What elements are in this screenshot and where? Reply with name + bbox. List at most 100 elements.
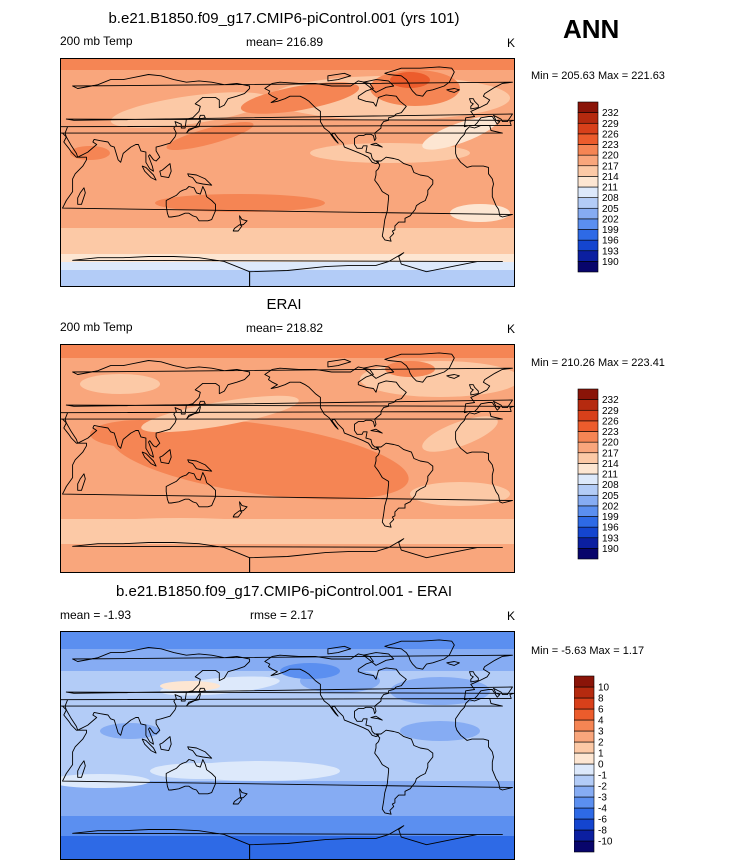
coastline [72,538,503,573]
colorbar-tick-label: -2 [598,782,607,793]
colorbar-tick-label: 220 [602,151,619,162]
colorbar-tick-label: 1 [598,749,604,760]
panel-3-minmax: Min = -5.63 Max = 1.17 [531,645,645,657]
field-region [60,262,515,272]
colorbar-tick-label: 8 [598,694,604,705]
coastline [232,224,243,232]
colorbar-tick-label: 2 [598,738,604,749]
coastline [232,510,243,518]
coastline [141,165,157,181]
coastline [469,671,479,683]
field-region [400,721,480,741]
colorbar-bin [577,441,599,454]
field-region [60,836,515,860]
coastline [264,80,407,165]
panel-2-mean-label: mean= 218.82 [246,321,324,335]
colorbar-bin [577,537,599,549]
field-region [100,518,260,530]
field-region [150,763,250,779]
coastline [60,410,513,504]
panel-3-mean-label: mean = -1.93 [60,608,132,622]
colorbar-tick-label: 217 [602,161,619,172]
colorbar-tick-label: -1 [598,771,607,782]
coastline [327,645,352,655]
coastline [264,366,407,451]
colorbar-tick-label: 196 [602,523,619,534]
colorbar-tick-label: 199 [602,225,619,236]
colorbar-tick-label: -8 [598,826,607,837]
colorbar-bin [574,785,595,798]
colorbar-bin [574,752,595,765]
coastline [374,729,434,815]
coastline [165,186,216,222]
colorbar-bin [577,409,599,422]
colorbar-bin [574,686,595,699]
field-region [60,774,150,788]
field-region [60,58,515,70]
field-region [60,344,515,358]
coastline [264,653,407,738]
colorbar-tick-label: 229 [602,406,619,417]
coastline [239,215,248,226]
colorbar-bin [577,526,599,539]
colorbar-tick-label: 232 [602,395,619,406]
colorbar-bin [577,218,599,230]
coastline [469,384,479,396]
colorbar-bin [574,763,595,776]
coastline [185,692,201,707]
colorbar-bin [577,154,599,167]
coastline [187,173,213,186]
panel-1-title: b.e21.B1850.f09_g17.CMIP6-piControl.001 … [108,10,460,27]
coastline [446,661,460,666]
colorbar-bin [577,473,599,485]
colorbar-tick-label: -3 [598,793,607,804]
colorbar-bin [577,122,599,135]
field-region [450,204,510,222]
colorbar-tick-label: 211 [602,470,618,481]
panel-2-units: K [507,322,516,336]
coastline [198,400,206,406]
colorbar-tick-label: 226 [602,129,619,140]
colorbar-bin [574,708,595,721]
colorbar-tick-label: -4 [598,804,607,815]
coastline [185,405,201,420]
coastline [165,472,216,508]
colorbar-tick-label: 196 [602,236,619,247]
coastline [72,825,503,860]
field-region [280,663,340,679]
colorbar-tick-label: 214 [602,172,619,183]
map-frame [60,58,515,287]
colorbar-bin [574,719,595,732]
coastline [384,352,455,383]
colorbar-tick-label: 6 [598,705,604,716]
field-region [155,194,325,212]
colorbar-bin [577,548,599,560]
panel-2-minmax: Min = 210.26 Max = 223.41 [531,357,665,369]
field-region [410,482,510,506]
colorbar-bin [574,741,595,754]
colorbar-bin [574,730,595,743]
coastline [198,687,206,693]
colorbar-bin [574,840,595,853]
coastlines [60,66,515,287]
colorbar-tick-label: 223 [602,140,619,151]
colorbar-bin [577,463,599,475]
colorbar-tick-label: 193 [602,246,619,257]
colorbar-bin [574,807,595,820]
colorbar-bin [577,101,599,113]
colorbar-bin [574,829,595,842]
field-region [60,228,515,258]
coastline [159,449,172,465]
colorbar-tick-label: 0 [598,760,604,771]
colorbar-bin [574,774,595,787]
field-region [80,374,160,394]
colorbar-tick-label: 3 [598,727,604,738]
colorbar-tick-label: 205 [602,204,619,215]
panel-2-map [60,344,515,573]
panel-3-title: b.e21.B1850.f09_g17.CMIP6-piControl.001 … [115,583,453,600]
coastline [141,451,157,467]
coastline [159,163,172,179]
panel-3-units: K [507,609,516,623]
coastline [187,459,213,472]
colorbar-tick-label: -6 [598,815,607,826]
